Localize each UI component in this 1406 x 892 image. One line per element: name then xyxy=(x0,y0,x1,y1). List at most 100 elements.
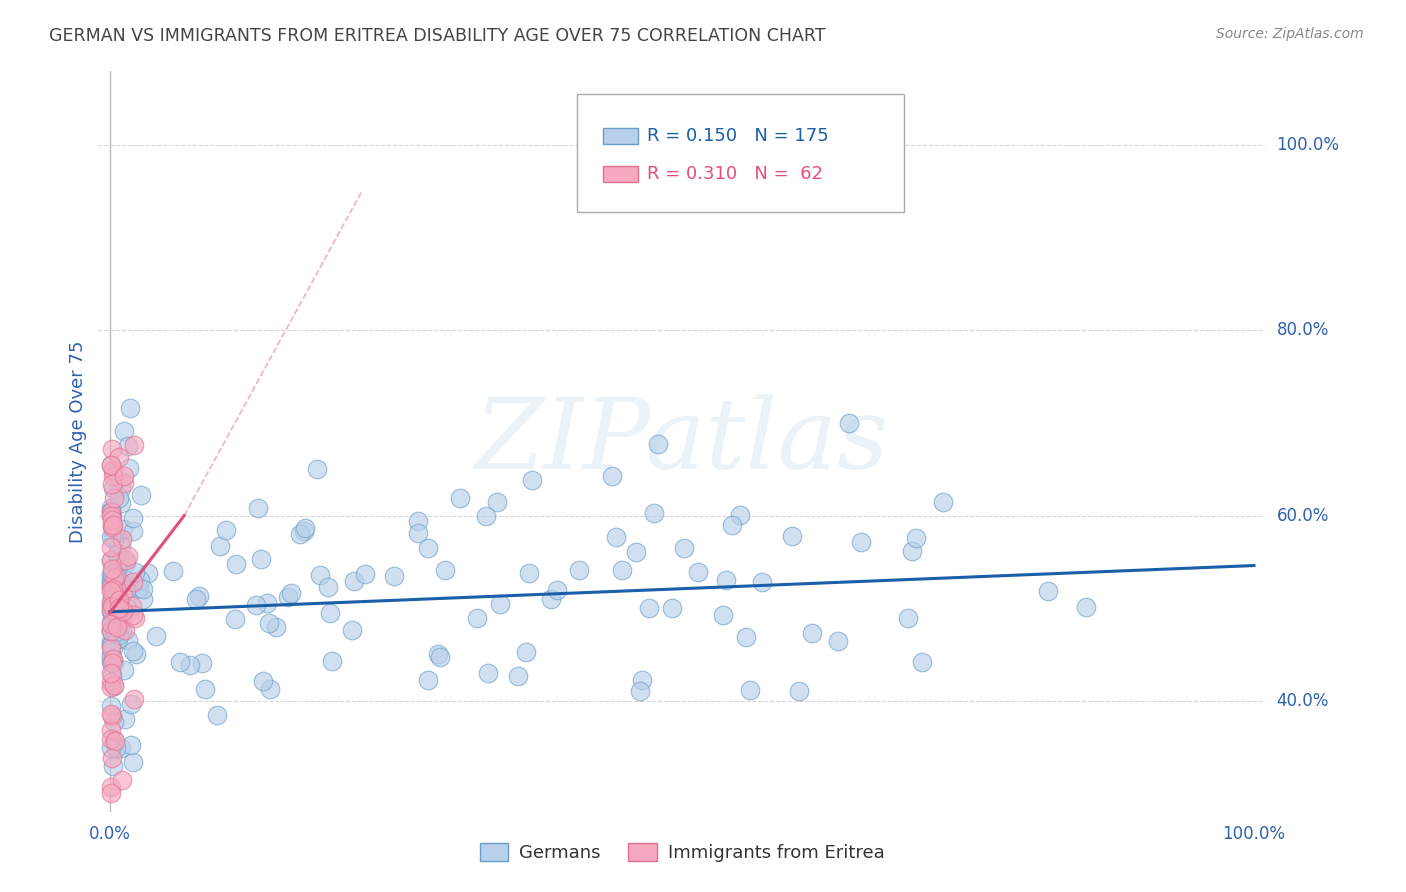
Point xyxy=(110,495,132,509)
Point xyxy=(110,592,132,607)
Point xyxy=(128,581,150,595)
Point xyxy=(250,552,273,566)
Point xyxy=(100,500,122,515)
Point xyxy=(100,638,122,652)
Point xyxy=(100,680,122,694)
Point xyxy=(100,638,122,652)
Point xyxy=(485,495,508,509)
Point xyxy=(103,589,125,603)
Point xyxy=(252,674,274,689)
Point xyxy=(624,544,647,558)
Point xyxy=(264,620,287,634)
Point xyxy=(225,558,247,572)
Point xyxy=(129,488,152,502)
Point xyxy=(100,598,122,612)
Point xyxy=(124,438,146,452)
Point xyxy=(101,652,124,666)
Point xyxy=(122,524,145,538)
Point xyxy=(103,641,125,656)
Point xyxy=(340,623,363,637)
Point xyxy=(849,535,872,549)
Point xyxy=(838,416,860,430)
Point xyxy=(100,786,122,800)
Point xyxy=(100,723,122,738)
Point xyxy=(465,611,488,625)
Point xyxy=(110,615,132,630)
Point xyxy=(100,624,122,639)
Point xyxy=(103,491,125,506)
Point xyxy=(101,750,124,764)
Point xyxy=(546,582,568,597)
Point xyxy=(246,500,269,515)
Point xyxy=(101,606,124,620)
Point xyxy=(103,733,125,747)
Text: ZIPatlas: ZIPatlas xyxy=(475,394,889,489)
Point xyxy=(110,600,132,615)
Point xyxy=(224,612,246,626)
Point xyxy=(308,567,330,582)
Point xyxy=(100,732,122,747)
Text: R = 0.150   N = 175: R = 0.150 N = 175 xyxy=(647,127,828,145)
Point xyxy=(117,549,139,564)
Point xyxy=(121,599,143,614)
Point xyxy=(475,508,498,523)
Point xyxy=(100,668,122,682)
Point xyxy=(101,599,124,613)
Point xyxy=(673,541,696,555)
Point xyxy=(112,573,135,587)
Point xyxy=(162,564,184,578)
Point xyxy=(101,562,124,576)
Point xyxy=(605,530,627,544)
Point xyxy=(101,514,124,528)
Point xyxy=(734,631,756,645)
Point xyxy=(114,552,136,566)
Y-axis label: Disability Age Over 75: Disability Age Over 75 xyxy=(69,340,87,543)
Point xyxy=(194,681,217,696)
Point xyxy=(100,505,122,519)
Point xyxy=(121,644,143,658)
Point xyxy=(686,565,709,579)
Legend: Germans, Immigrants from Eritrea: Germans, Immigrants from Eritrea xyxy=(472,836,891,870)
Point xyxy=(257,616,280,631)
Point xyxy=(897,611,920,625)
Point xyxy=(489,597,512,611)
Point xyxy=(100,623,122,637)
Point xyxy=(100,780,122,794)
Point xyxy=(112,424,135,438)
Point xyxy=(904,531,927,545)
Point xyxy=(631,673,654,687)
Point xyxy=(101,476,124,491)
Point xyxy=(111,586,134,600)
Point xyxy=(122,574,145,589)
Point xyxy=(107,491,129,506)
Point xyxy=(112,573,135,587)
Point xyxy=(129,573,152,587)
Text: 80.0%: 80.0% xyxy=(1277,321,1329,340)
Point xyxy=(101,590,124,604)
Point xyxy=(406,526,429,541)
Point xyxy=(101,708,124,723)
Point xyxy=(100,665,122,680)
Point xyxy=(132,582,155,596)
Point xyxy=(568,562,591,576)
Point xyxy=(427,647,450,661)
Point xyxy=(911,655,934,669)
Point xyxy=(100,641,122,656)
Text: 40.0%: 40.0% xyxy=(1277,691,1329,710)
Point xyxy=(101,588,124,602)
Point xyxy=(100,595,122,609)
Point xyxy=(132,591,155,606)
Point xyxy=(184,591,207,606)
Point xyxy=(124,565,146,579)
Point xyxy=(108,574,131,589)
Point xyxy=(101,582,124,596)
Point xyxy=(105,561,128,575)
Point xyxy=(118,461,141,475)
Point xyxy=(100,575,122,590)
Point xyxy=(343,574,366,589)
Point xyxy=(169,655,191,669)
Point xyxy=(118,401,141,415)
Point xyxy=(103,571,125,585)
Point xyxy=(716,573,738,587)
Point xyxy=(108,593,131,607)
